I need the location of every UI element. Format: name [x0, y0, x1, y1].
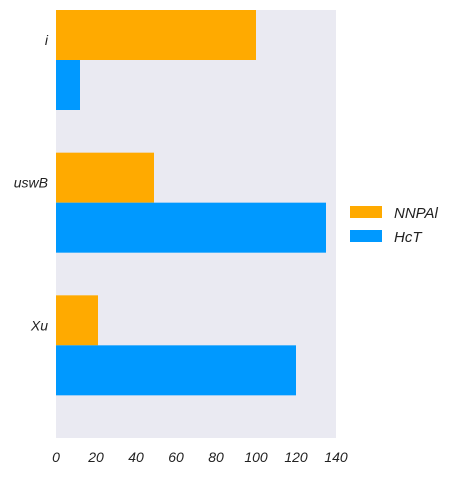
bar-HcT-uswB — [56, 202, 326, 253]
y-tick-label-Xu: Xu — [30, 317, 48, 333]
x-tick-label-140: 140 — [324, 449, 348, 465]
y-axis-tick-labels: i uswB Xu — [14, 32, 49, 333]
bar-NNPAl-uswB — [56, 152, 154, 203]
y-tick-label-i: i — [45, 32, 49, 48]
x-tick-label-40: 40 — [128, 449, 144, 465]
x-tick-label-0: 0 — [52, 449, 60, 465]
bars — [56, 10, 326, 396]
bar-NNPAl-Xu — [56, 295, 98, 346]
bar-HcT-i — [56, 60, 80, 110]
legend-label-HcT: HcT — [394, 229, 423, 246]
y-tick-label-uswB: uswB — [14, 175, 48, 191]
legend-swatch-HcT — [350, 230, 382, 242]
bar-HcT-Xu — [56, 345, 296, 396]
legend-label-NNPAl: NNPAl — [394, 205, 439, 222]
legend-swatch-NNPAl — [350, 206, 382, 218]
bar-NNPAl-i — [56, 10, 256, 60]
x-tick-label-20: 20 — [87, 449, 104, 465]
x-tick-label-120: 120 — [284, 449, 308, 465]
legend: NNPAl HcT — [350, 205, 439, 246]
x-tick-label-100: 100 — [244, 449, 268, 465]
x-tick-label-80: 80 — [208, 449, 224, 465]
x-axis-tick-labels: 0 20 40 60 80 100 120 140 — [52, 449, 348, 465]
x-tick-label-60: 60 — [168, 449, 184, 465]
